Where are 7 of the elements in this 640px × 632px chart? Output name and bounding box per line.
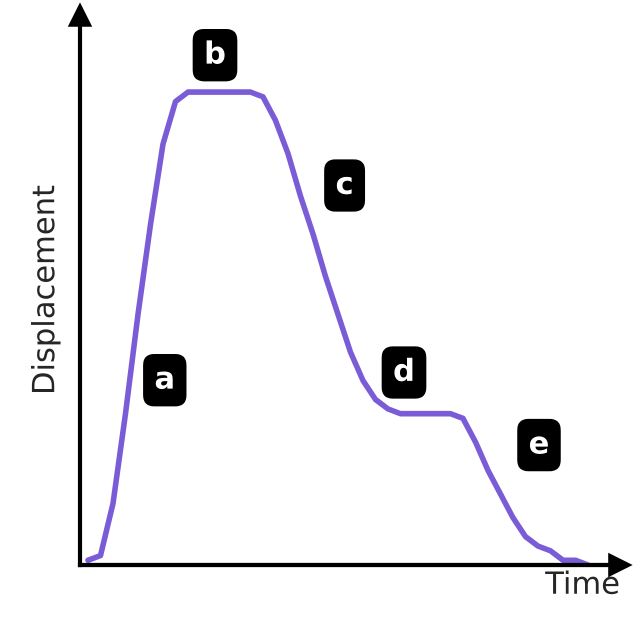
annotation: d	[394, 358, 412, 382]
annotation: c	[336, 176, 352, 194]
annotation: a	[156, 372, 173, 390]
y-axis-title: Displacement	[30, 186, 61, 392]
annotation: e	[530, 436, 548, 454]
x-axis-title: Time	[545, 570, 618, 594]
text: b	[206, 40, 225, 64]
